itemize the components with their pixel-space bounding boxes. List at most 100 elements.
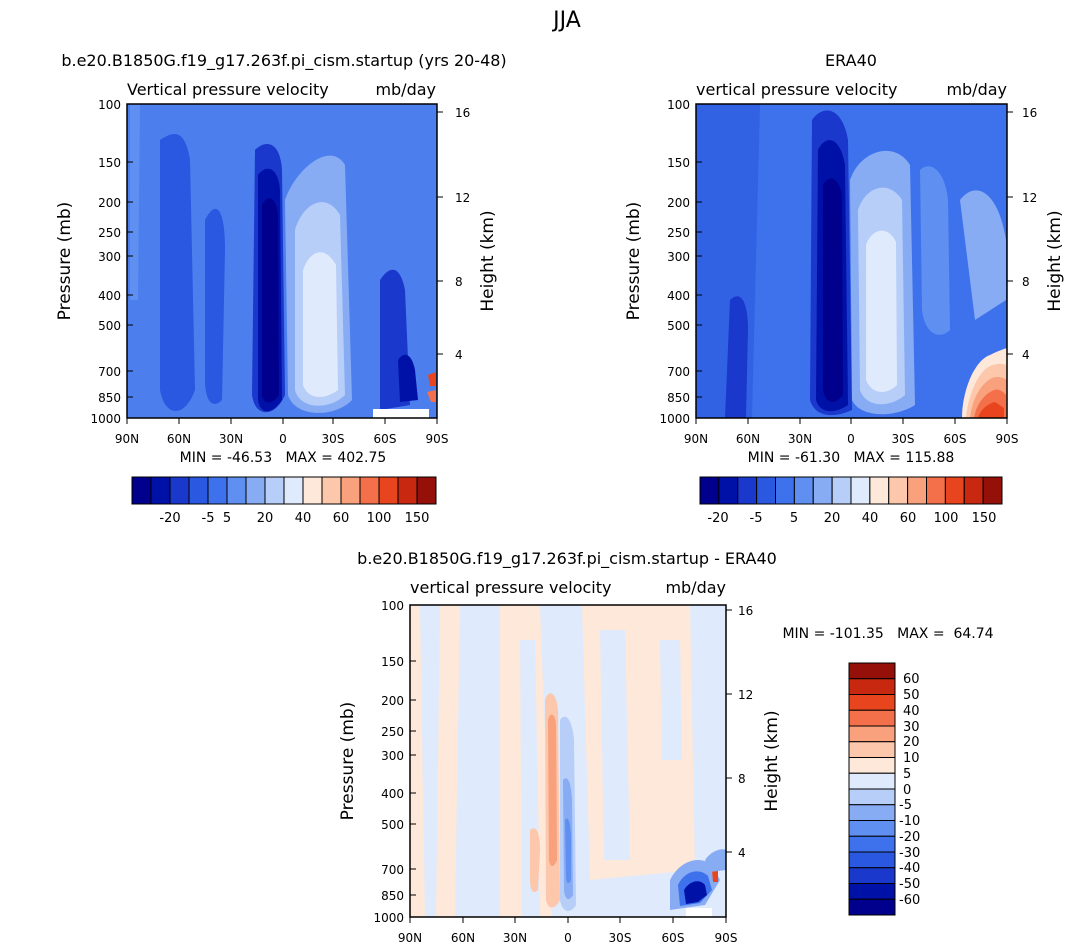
- panel-right-title: mb/day: [665, 578, 726, 597]
- contour-field: [127, 104, 437, 418]
- height-tick-label: 4: [738, 846, 746, 860]
- plot-frame: [126, 103, 438, 419]
- y-tick-label: 850: [381, 889, 404, 903]
- colorbar-swatch: [756, 476, 776, 505]
- height-tick-label: 16: [455, 106, 470, 120]
- panel-title: b.e20.B1850G.f19_g17.263f.pi_cism.startu…: [357, 549, 777, 569]
- min-max-stats: MIN = -61.30 MAX = 115.88: [748, 450, 955, 466]
- colorbar-label: 150: [972, 511, 997, 526]
- colorbar-label: 20: [903, 735, 920, 750]
- y-axis-right-label: Height (km): [1045, 210, 1065, 311]
- colorbar-swatch: [775, 476, 795, 505]
- x-tick-label: 30S: [892, 432, 915, 446]
- y-tick-label: 500: [667, 319, 690, 333]
- colorbar-swatch: [848, 804, 896, 821]
- y-tick-label: 250: [98, 226, 121, 240]
- colorbar-label: 30: [903, 720, 920, 735]
- colorbar-label: 60: [333, 511, 350, 526]
- height-tick-label: 12: [1022, 191, 1037, 205]
- x-tick-label: 90N: [684, 432, 708, 446]
- colorbar-label: 150: [405, 511, 430, 526]
- x-tick-label: 90N: [398, 931, 422, 945]
- colorbar-swatch: [848, 835, 896, 853]
- colorbar-swatch: [812, 476, 833, 505]
- colorbar-swatch: [963, 476, 984, 505]
- colorbar-swatch: [848, 678, 896, 695]
- contour-field: [696, 104, 1007, 418]
- panel-difference: b.e20.B1850G.f19_g17.263f.pi_cism.startu…: [338, 549, 994, 945]
- colorbar-label: -40: [899, 861, 920, 876]
- colorbar-swatch: [718, 476, 739, 505]
- colorbar-label: 60: [903, 672, 920, 687]
- colorbar-swatch: [378, 476, 399, 505]
- min-max-stats: MIN = -46.53 MAX = 402.75: [180, 450, 387, 466]
- colorbar-swatch: [848, 709, 896, 727]
- colorbar-swatch: [737, 476, 758, 505]
- y-tick-label: 700: [98, 365, 121, 379]
- colorbar-swatch: [848, 788, 896, 806]
- colorbar-swatch: [848, 757, 896, 774]
- colorbar-swatch: [283, 476, 304, 505]
- height-tick-label: 4: [1022, 348, 1030, 362]
- colorbar-label: 60: [900, 511, 917, 526]
- colorbar-swatch: [793, 476, 814, 505]
- colorbar-swatch: [848, 725, 896, 743]
- colorbar-label: 100: [367, 511, 392, 526]
- y-tick-label: 1000: [373, 911, 404, 925]
- colorbar-label: 5: [903, 767, 911, 782]
- colorbar-swatch: [848, 867, 896, 884]
- x-tick-label: 30S: [609, 931, 632, 945]
- y-tick-label: 250: [667, 226, 690, 240]
- colorbar-label: -5: [750, 511, 763, 526]
- colorbar-swatch: [848, 851, 896, 869]
- colorbar-label: -30: [899, 846, 920, 861]
- colorbar-label: 40: [295, 511, 312, 526]
- colorbar-label: -20: [707, 511, 728, 526]
- height-tick-label: 8: [455, 275, 463, 289]
- x-tick-label: 60N: [736, 432, 760, 446]
- height-tick-label: 12: [455, 191, 470, 205]
- y-tick-label: 400: [667, 289, 690, 303]
- colorbar-label: 100: [934, 511, 959, 526]
- contour-field: [410, 605, 726, 917]
- y-tick-label: 100: [667, 98, 690, 112]
- y-tick-label: 300: [381, 749, 404, 763]
- colorbar-swatch: [848, 772, 896, 790]
- y-tick-label: 700: [667, 365, 690, 379]
- colorbar-label: 10: [903, 751, 920, 766]
- colorbar: -20 -5 5 20 40 60 100 150: [131, 476, 437, 526]
- y-axis-label: Pressure (mb): [338, 702, 358, 821]
- panel-left-title: Vertical pressure velocity: [127, 80, 329, 99]
- y-tick-label: 1000: [659, 412, 690, 426]
- colorbar-swatch: [848, 820, 896, 837]
- y-tick-label: 300: [667, 250, 690, 264]
- x-tick-label: 60S: [662, 931, 685, 945]
- min-max-stats: MIN = -101.35 MAX = 64.74: [782, 626, 993, 642]
- panel-model: b.e20.B1850G.f19_g17.263f.pi_cism.startu…: [55, 51, 507, 526]
- colorbar-label: -20: [159, 511, 180, 526]
- y-axis-label: Pressure (mb): [55, 202, 75, 321]
- panel-left-title: vertical pressure velocity: [696, 80, 897, 99]
- colorbar-swatch: [416, 476, 437, 505]
- x-axis: 90N 60N 30N 0 30S 60S 90S: [115, 418, 448, 446]
- colorbar: 60 50 40 30 20 10 5 0 -5 -10 -20 -30 -40…: [848, 662, 920, 916]
- y-axis-right: 16 12 8 4 Height (km): [726, 604, 782, 860]
- colorbar-label: -10: [899, 814, 920, 829]
- x-tick-label: 0: [564, 931, 572, 945]
- colorbar-label: 20: [824, 511, 841, 526]
- colorbar-swatch: [926, 476, 946, 505]
- colorbar-label: -5: [202, 511, 215, 526]
- colorbar-swatch: [699, 476, 720, 505]
- colorbar-swatch: [321, 476, 342, 505]
- y-tick-label: 500: [98, 319, 121, 333]
- y-axis-left: 100 150 200 250 300 400 500 700 850 1000…: [55, 98, 133, 426]
- figure-title: JJA: [551, 8, 581, 33]
- colorbar-swatch: [982, 476, 1003, 505]
- colorbar-swatch: [848, 741, 896, 758]
- x-tick-label: 90S: [996, 432, 1019, 446]
- colorbar-swatch: [888, 476, 909, 505]
- colorbar-swatch: [150, 476, 171, 505]
- y-tick-label: 300: [98, 250, 121, 264]
- height-tick-label: 4: [455, 348, 463, 362]
